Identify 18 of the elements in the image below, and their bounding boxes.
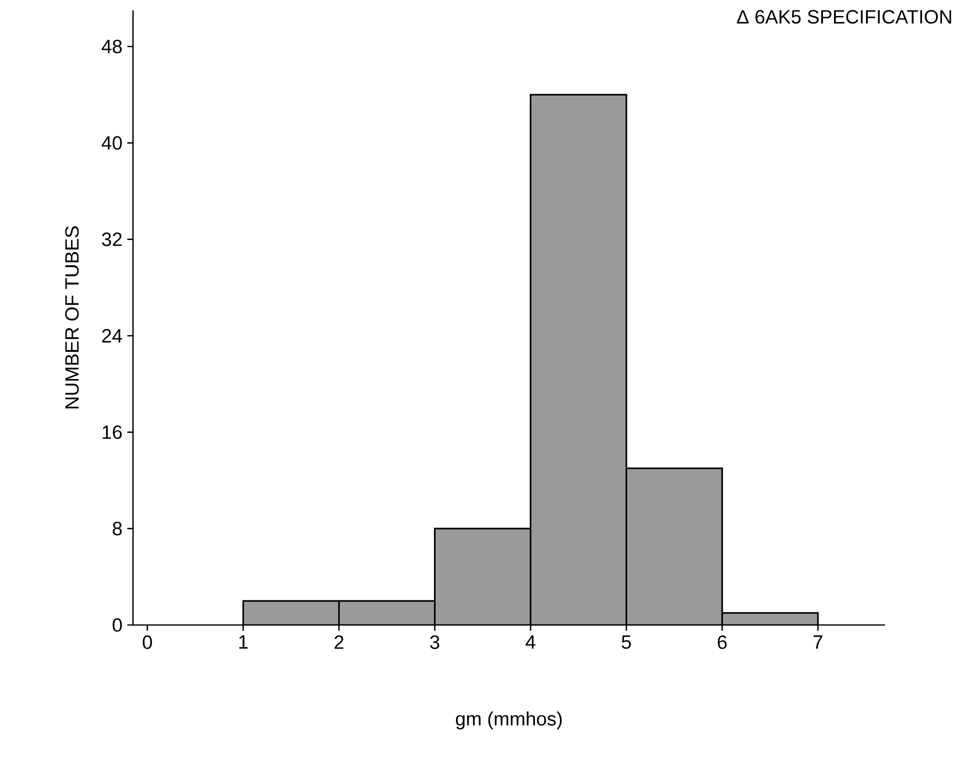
x-tick-label: 7 bbox=[814, 635, 822, 649]
y-tick-label: 16 bbox=[102, 425, 122, 439]
x-axis-title: gm (mmhos) bbox=[456, 711, 562, 730]
y-tick-label: 0 bbox=[112, 618, 122, 632]
x-tick-label: 2 bbox=[334, 635, 344, 649]
y-tick-label: 32 bbox=[102, 232, 122, 246]
x-tick-label: 4 bbox=[526, 635, 536, 649]
y-tick-label: 48 bbox=[102, 40, 122, 54]
y-tick-label: 8 bbox=[112, 522, 122, 536]
annotation: Δ 6AK5 SPECIFICATION bbox=[736, 10, 952, 24]
y-tick-label: 40 bbox=[102, 136, 122, 150]
y-tick-label: 24 bbox=[102, 329, 122, 342]
x-tick-label: 5 bbox=[622, 635, 631, 649]
x-tick-label: 0 bbox=[142, 635, 152, 649]
y-axis-title: NUMBER OF TUBES bbox=[65, 226, 79, 408]
x-tick-label: 3 bbox=[430, 635, 440, 649]
x-tick-label: 6 bbox=[718, 635, 727, 649]
x-tick-label: 1 bbox=[239, 635, 248, 649]
